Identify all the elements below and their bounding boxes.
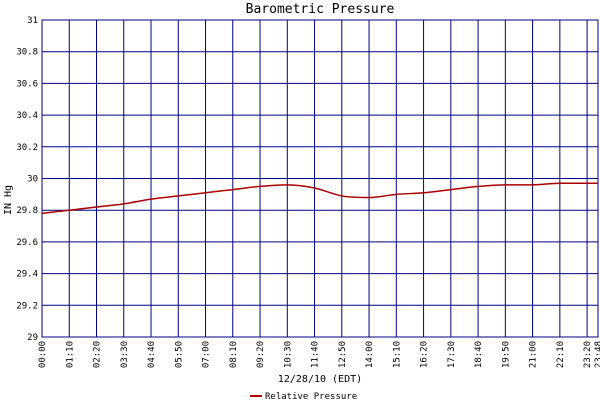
x-axis-label: 12/28/10 (EDT) [278, 374, 362, 385]
y-tick-label: 30.2 [16, 143, 38, 153]
y-tick-label: 30.4 [16, 111, 38, 121]
x-tick-label: 05:50 [174, 341, 184, 368]
x-tick-label: 16:20 [420, 341, 430, 368]
y-tick-label: 31 [27, 16, 38, 26]
x-tick-label: 18:40 [474, 341, 484, 368]
y-tick-label: 29.8 [16, 206, 38, 216]
y-tick-label: 30.6 [16, 79, 38, 89]
x-tick-label: 04:40 [147, 341, 157, 368]
x-tick-label: 23:48 [594, 341, 600, 368]
y-tick-label: 29.4 [16, 270, 38, 280]
x-tick-label: 07:00 [202, 341, 212, 368]
x-tick-label: 22:10 [556, 341, 566, 368]
x-tick-label: 19:50 [501, 341, 511, 368]
chart-grid [41, 19, 599, 338]
y-tick-label: 30.8 [16, 48, 38, 58]
x-tick-label: 11:40 [311, 341, 321, 368]
y-axis-ticks: 29 29.2 29.4 29.6 29.8 30 30.2 30.4 30.6 30.8 31 [16, 16, 38, 343]
x-tick-label: 23:20 [583, 341, 593, 368]
y-tick-label: 29.6 [16, 238, 38, 248]
legend-label: Relative Pressure [265, 392, 357, 400]
y-tick-label: 30 [27, 175, 38, 185]
x-tick-label: 00:00 [38, 341, 48, 368]
x-axis-ticks: 00:00 01:10 02:20 03:30 04:40 05:50 07:00 08:10… [38, 341, 600, 368]
y-tick-label: 29.2 [16, 301, 38, 311]
x-tick-label: 17:30 [447, 341, 457, 368]
x-tick-label: 14:00 [365, 341, 375, 368]
x-tick-label: 01:10 [65, 341, 75, 368]
x-tick-label: 02:20 [93, 341, 103, 368]
x-tick-label: 10:30 [283, 341, 293, 368]
x-tick-label: 08:10 [229, 341, 239, 368]
x-tick-label: 09:20 [256, 341, 266, 368]
chart-title: Barometric Pressure [246, 2, 395, 17]
y-tick-label: 29 [27, 333, 38, 343]
x-tick-label: 15:10 [392, 341, 402, 368]
x-tick-label: 21:00 [529, 341, 539, 368]
series-line-relative-pressure [41, 182, 598, 215]
x-tick-label: 12:50 [338, 341, 348, 368]
x-tick-label: 03:30 [120, 341, 130, 368]
y-axis-label: IN Hg [3, 185, 14, 215]
